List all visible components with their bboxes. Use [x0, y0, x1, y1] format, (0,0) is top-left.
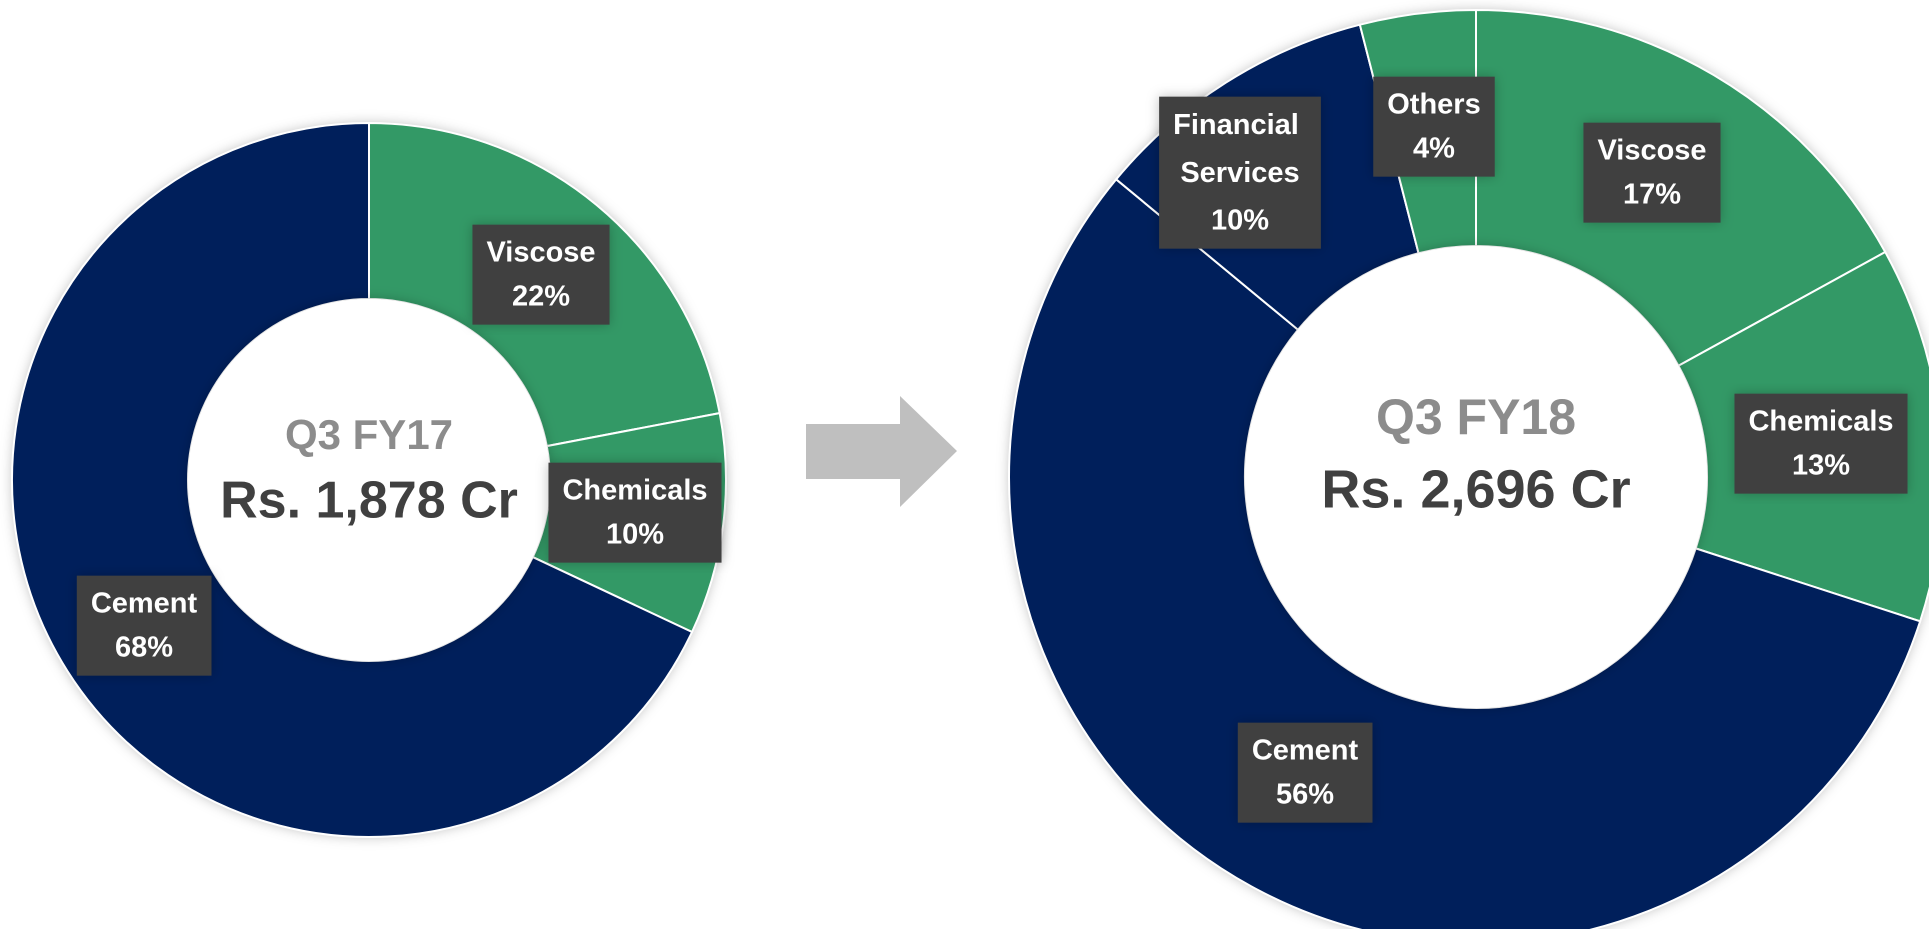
- data-label: Others 4%: [1373, 76, 1495, 177]
- data-label: Cement 68%: [76, 575, 212, 676]
- label-value: 17%: [1623, 179, 1681, 211]
- donut-hole: [188, 299, 550, 661]
- label-name: Financial Services: [1173, 109, 1307, 189]
- label-box: [472, 224, 610, 325]
- label-box: [1237, 722, 1373, 823]
- data-label: Chemicals 13%: [1734, 393, 1908, 494]
- label-value: 13%: [1792, 450, 1850, 482]
- label-name: Viscose: [1597, 135, 1706, 167]
- center-title: Q3 FY18: [1376, 389, 1576, 445]
- label-box: [76, 575, 212, 676]
- label-name: Cement: [1252, 735, 1359, 767]
- center-value: Rs. 2,696 Cr: [1321, 459, 1630, 519]
- label-value: 68%: [115, 632, 173, 664]
- label-value: 22%: [512, 281, 570, 313]
- label-value: 10%: [1211, 205, 1269, 237]
- label-name: Others: [1387, 89, 1480, 121]
- arrow: [806, 396, 957, 507]
- label-value: 4%: [1413, 133, 1455, 165]
- label-box: [548, 462, 722, 563]
- data-label: Viscose 17%: [1583, 122, 1721, 223]
- label-box: [1373, 76, 1495, 177]
- center-value: Rs. 1,878 Cr: [220, 472, 518, 530]
- donut-hole: [1245, 246, 1707, 708]
- center-title: Q3 FY17: [285, 411, 453, 458]
- label-name: Chemicals: [562, 475, 707, 507]
- data-label: Viscose 22%: [472, 224, 610, 325]
- label-box: [1583, 122, 1721, 223]
- label-box: [1159, 96, 1321, 249]
- label-name: Viscose: [486, 237, 595, 269]
- label-box: [1734, 393, 1908, 494]
- data-label: Chemicals 10%: [548, 462, 722, 563]
- label-value: 56%: [1276, 779, 1334, 811]
- data-label: Cement 56%: [1237, 722, 1373, 823]
- label-name: Chemicals: [1748, 406, 1893, 438]
- data-label: Financial Services 10%: [1159, 96, 1321, 249]
- label-name: Cement: [91, 588, 198, 620]
- label-value: 10%: [606, 519, 664, 551]
